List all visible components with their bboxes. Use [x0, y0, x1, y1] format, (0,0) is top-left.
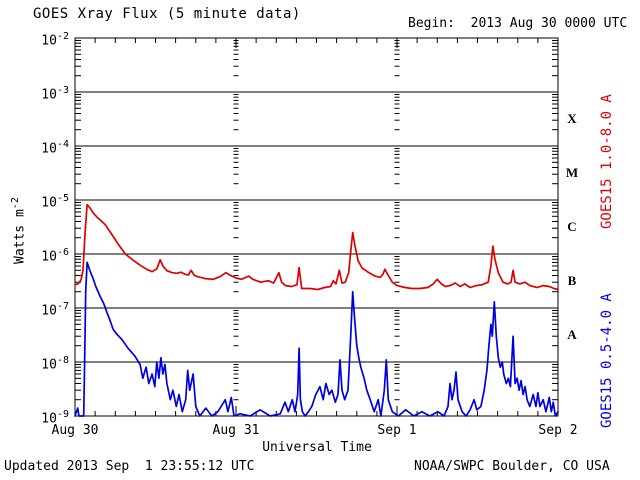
x-axis-label: Universal Time [262, 440, 372, 455]
y-axis-label-base: Watts m [12, 209, 28, 264]
x-tick-label-aug30: Aug 30 [51, 423, 99, 438]
flare-class-m: M [565, 165, 579, 180]
x-tick-label-sep1: Sep 1 [377, 423, 417, 438]
y-tick-label: 10-4 [41, 139, 69, 157]
chart-title: GOES Xray Flux (5 minute data) [33, 6, 301, 22]
x-tick-label-aug31: Aug 31 [212, 423, 260, 438]
y-tick-label: 10-3 [41, 85, 69, 103]
flare-class-b: B [567, 273, 577, 288]
series-label-long-channel: GOES15 1.0-8.0 A [599, 94, 615, 229]
updated-timestamp: Updated 2013 Sep 1 23:55:12 UTC [4, 459, 255, 474]
y-tick-label: 10-2 [41, 31, 69, 49]
y-tick-label: 10-8 [41, 355, 69, 373]
flare-class-a: A [567, 327, 577, 342]
begin-timestamp: Begin: 2013 Aug 30 0000 UTC [408, 16, 628, 31]
y-tick-label: 10-7 [41, 301, 69, 319]
flare-class-x: X [567, 111, 577, 126]
y-axis-label-exponent: -2 [10, 197, 21, 210]
x-tick-label-sep2: Sep 2 [538, 423, 578, 438]
y-tick-label: 10-9 [41, 409, 69, 427]
y-tick-label: 10-5 [41, 193, 69, 211]
flare-class-c: C [567, 219, 577, 234]
y-axis-label: Watts m-2 [10, 197, 27, 264]
y-tick-label: 10-6 [41, 247, 69, 265]
series-label-short-channel: GOES15 0.5-4.0 A [599, 293, 615, 428]
source-attribution: NOAA/SWPC Boulder, CO USA [414, 459, 610, 474]
